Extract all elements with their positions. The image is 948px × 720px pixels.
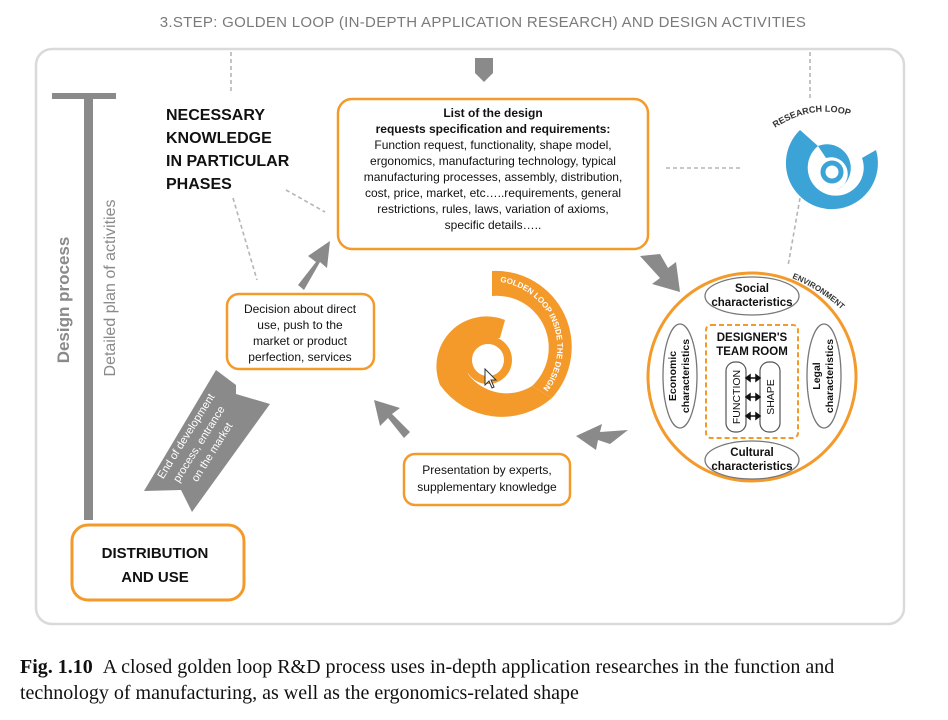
svg-text:characteristics: characteristics (711, 461, 792, 473)
knowledge-line: PHASES (166, 176, 232, 193)
presentation-line: supplementary knowledge (417, 480, 557, 494)
requirements-line: specific details….. (445, 218, 542, 232)
arrow-to-environment (640, 254, 680, 292)
knowledge-line: IN PARTICULAR (166, 153, 290, 170)
detailed-plan-label: Detailed plan of activities (102, 200, 119, 377)
distribution-line: DISTRIBUTION (102, 545, 209, 562)
svg-text:characteristics: characteristics (711, 297, 792, 309)
shape-label: SHAPE (765, 379, 777, 415)
arrow-to-decision (374, 400, 410, 438)
team-room-label: TEAM ROOM (716, 346, 788, 358)
arrow-to-requirements (298, 241, 330, 290)
svg-text:Economic: Economic (667, 351, 679, 401)
presentation-line: Presentation by experts, (422, 463, 551, 477)
dashed-connectors (230, 52, 811, 281)
requirements-text: List of the design requests specificatio… (364, 106, 623, 232)
distribution-box (70, 523, 246, 602)
loop-arrows (298, 241, 680, 450)
double-arrows (744, 373, 762, 421)
caption-text: A closed golden loop R&D process uses in… (20, 656, 835, 704)
svg-text:perfection, services: perfection, services (248, 350, 351, 364)
svg-text:Legal: Legal (811, 362, 823, 390)
requirements-box (336, 97, 650, 251)
svg-text:Social: Social (735, 283, 769, 295)
economic-ellipse: Economic characteristics (662, 323, 698, 429)
caption-label: Fig. 1.10 (20, 656, 93, 678)
svg-text:use, push to the: use, push to the (257, 318, 343, 332)
research-loop-label: RESEARCH LOOP (771, 104, 852, 130)
outer-frame (34, 47, 906, 626)
figure-caption: Fig. 1.10 A closed golden loop R&D proce… (20, 654, 920, 706)
requirements-heading: List of the design (443, 106, 542, 120)
team-room-label: DESIGNER'S (717, 332, 788, 344)
requirements-line: cost, price, market, etc…..requirements,… (365, 186, 621, 200)
design-process-bar (84, 93, 93, 520)
presentation-box (402, 452, 572, 507)
arrow-to-presentation (576, 424, 628, 450)
requirements-line: ergonomics, manufacturing technology, ty… (370, 154, 616, 168)
legal-ellipse: Legal characteristics (806, 323, 842, 429)
social-ellipse: Social characteristics (704, 276, 800, 316)
decision-text: Decision about direct use, push to the m… (244, 302, 357, 364)
step-title: 3.STEP: GOLDEN LOOP (IN-DEPTH APPLICATIO… (160, 14, 806, 31)
svg-text:Decision about direct: Decision about direct (244, 302, 357, 316)
svg-text:characteristics: characteristics (680, 339, 692, 413)
design-process-label: Design process (54, 237, 73, 364)
function-label: FUNCTION (731, 370, 743, 424)
end-of-development-arrow (144, 370, 270, 512)
cultural-ellipse: Cultural characteristics (704, 440, 800, 480)
necessary-knowledge: NECESSARY KNOWLEDGE IN PARTICULAR PHASES (166, 107, 290, 193)
golden-loop-diagram: 3.STEP: GOLDEN LOOP (IN-DEPTH APPLICATIO… (34, 14, 906, 626)
requirements-heading: requests specification and requirements: (376, 122, 611, 136)
cursor-icon (484, 367, 498, 389)
requirements-line: manufacturing processes, assembly, distr… (364, 170, 623, 184)
research-loop-icon (785, 130, 878, 210)
svg-text:Cultural: Cultural (730, 447, 773, 459)
requirements-line: Function request, functionality, shape m… (374, 138, 611, 152)
knowledge-line: KNOWLEDGE (166, 130, 272, 147)
requirements-line: restrictions, rules, laws, variation of … (377, 202, 608, 216)
decision-box (225, 292, 376, 371)
distribution-line: AND USE (121, 569, 189, 586)
top-down-arrow (475, 58, 493, 82)
svg-text:market or product: market or product (253, 334, 348, 348)
svg-text:characteristics: characteristics (824, 339, 836, 413)
knowledge-line: NECESSARY (166, 107, 265, 124)
